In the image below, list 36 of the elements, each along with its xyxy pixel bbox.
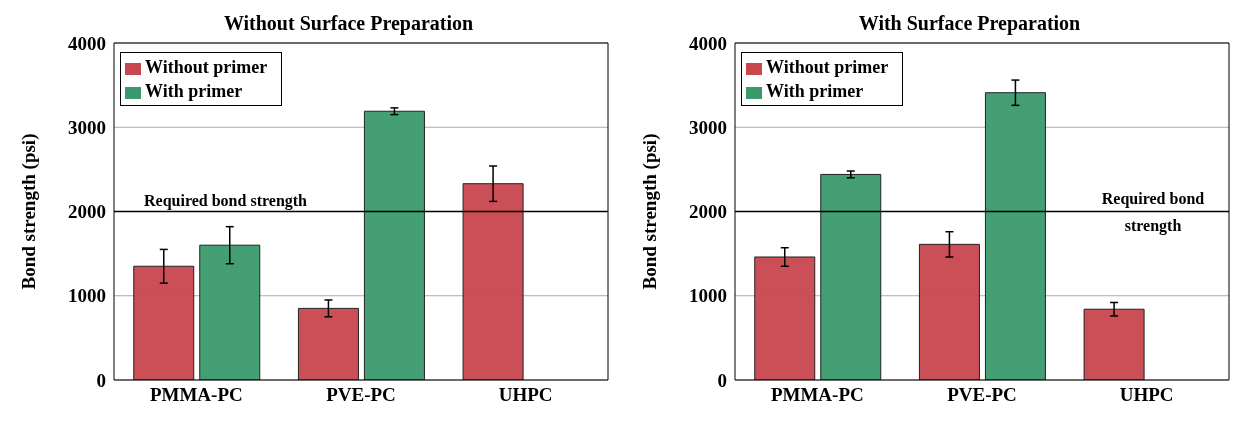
bar (820, 173, 882, 380)
y-axis-title: Bond strength (psi) (17, 133, 40, 290)
bar (363, 110, 425, 380)
legend-label: Without primer (145, 57, 268, 77)
y-tick-label: 2000 (689, 201, 727, 223)
bar (918, 243, 980, 380)
y-tick-label: 1000 (689, 285, 727, 307)
y-tick-label: 1000 (68, 285, 106, 307)
y-tick-label: 0 (96, 369, 106, 391)
legend-label: With primer (766, 81, 864, 101)
x-tick-label: PVE-PC (947, 384, 1017, 406)
bar (984, 92, 1046, 380)
bar (133, 265, 195, 380)
y-axis-title: Bond strength (psi) (638, 133, 661, 290)
legend-label: With primer (145, 81, 243, 101)
bar (754, 256, 816, 380)
y-tick-label: 2000 (68, 201, 106, 223)
bar (297, 307, 359, 380)
x-tick-label: PVE-PC (326, 384, 396, 406)
y-tick-label: 3000 (689, 117, 727, 138)
y-tick-label: 4000 (689, 32, 727, 54)
x-tick-label: UHPC (498, 384, 553, 406)
bar (1083, 308, 1145, 380)
ref-line-label: Required bond strength (144, 191, 308, 210)
y-tick-label: 0 (717, 369, 727, 391)
x-tick-label: PMMA-PC (149, 384, 243, 406)
y-tick-label: 3000 (68, 117, 106, 138)
ref-line-label: Required bond strength (1101, 189, 1205, 235)
legend-label: Without primer (766, 57, 889, 77)
chart-title: Without Surface Preparation (223, 12, 474, 35)
x-tick-label: PMMA-PC (770, 384, 864, 406)
bar (199, 244, 261, 380)
chart-title: With Surface Preparation (858, 12, 1081, 35)
bar (462, 183, 524, 380)
x-tick-label: UHPC (1119, 384, 1174, 406)
y-tick-label: 4000 (68, 32, 106, 54)
